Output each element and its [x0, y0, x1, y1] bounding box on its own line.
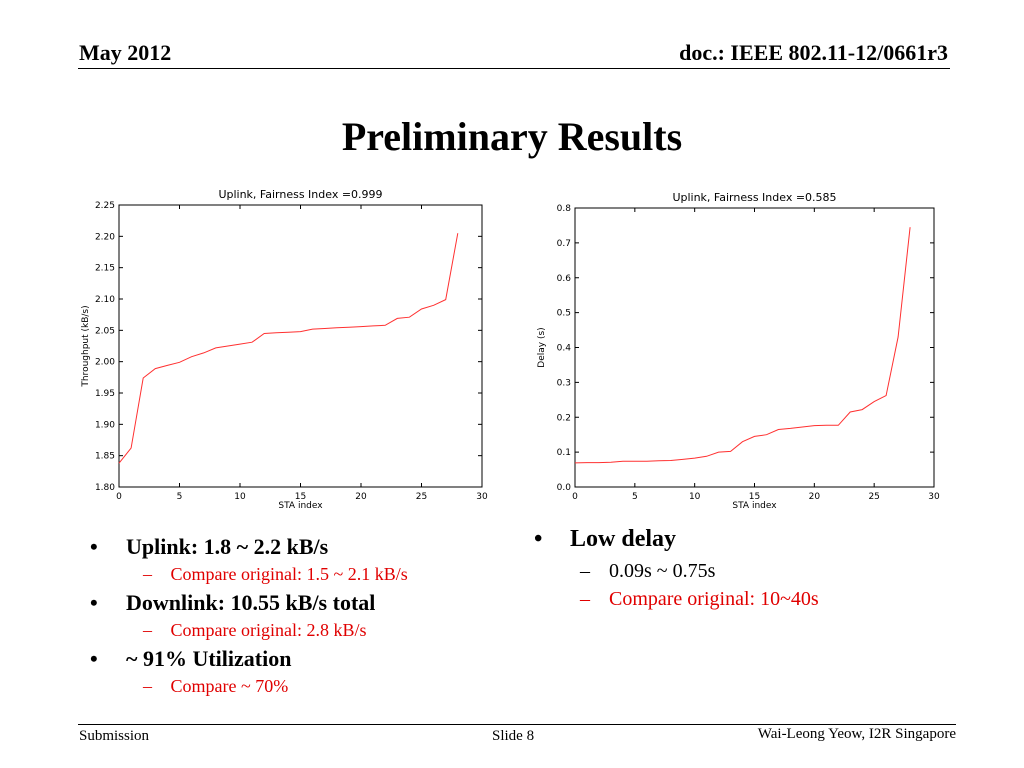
- footer-author: Wai-Leong Yeow, I2R Singapore: [757, 726, 956, 742]
- delay-y-tick-label: 0.7: [557, 239, 571, 249]
- bullet-low-delay-text: Low delay: [570, 526, 677, 552]
- delay-y-tick-label: 0.8: [557, 204, 572, 214]
- bullet-utilization-text: ~ 91% Utilization: [126, 646, 292, 671]
- delay-y-tick-label: 0.4: [557, 344, 572, 354]
- footer-rule: [78, 724, 956, 725]
- delay-x-tick-label: 30: [928, 492, 940, 502]
- dash-symbol: –: [143, 676, 152, 696]
- delay-y-tick-label: 0.1: [557, 448, 571, 458]
- throughput-x-tick-label: 20: [355, 492, 367, 502]
- delay-plot-frame: [574, 207, 935, 488]
- header-date: May 2012: [79, 40, 172, 65]
- throughput-y-tick-label: 2.10: [95, 295, 115, 305]
- sub-delay-compare-text: Compare original: 10~40s: [609, 588, 819, 610]
- delay-x-tick-label: 10: [689, 492, 701, 502]
- footer-slide-number: Slide 8: [492, 728, 535, 744]
- throughput-x-tick-label: 30: [476, 492, 488, 502]
- sub-utilization: – Compare ~ 70%: [143, 676, 288, 697]
- delay-series-line: [574, 227, 911, 464]
- sub-utilization-text: Compare ~ 70%: [170, 676, 289, 696]
- throughput-plot-frame: [118, 204, 483, 488]
- delay-x-tick-label: 15: [749, 492, 760, 502]
- throughput-x-axis-label: STA index: [278, 501, 323, 511]
- dash-symbol: –: [580, 588, 590, 610]
- throughput-x-tick-label: 15: [295, 492, 306, 502]
- throughput-y-tick-label: 1.80: [95, 483, 115, 493]
- footer-submission: Submission: [79, 728, 150, 744]
- bullet-symbol: •: [90, 590, 98, 615]
- delay-y-tick-label: 0.0: [557, 483, 572, 493]
- delay-y-tick-label: 0.6: [557, 274, 572, 284]
- delay-y-tick-label: 0.2: [557, 413, 571, 423]
- bullet-symbol: •: [90, 534, 98, 559]
- delay-y-tick-label: 0.3: [557, 378, 571, 388]
- throughput-y-tick-label: 2.15: [95, 264, 115, 274]
- delay-x-tick-label: 0: [572, 492, 578, 502]
- delay-x-tick-label: 20: [809, 492, 821, 502]
- throughput-y-tick-label: 2.25: [95, 201, 115, 211]
- sub-uplink: – Compare original: 1.5 ~ 2.1 kB/s: [143, 564, 408, 585]
- throughput-y-tick-label: 2.20: [95, 232, 115, 242]
- delay-x-axis-label: STA index: [732, 501, 777, 511]
- throughput-y-axis-label: Throughput (kB/s): [81, 305, 91, 387]
- delay-x-tick-label: 25: [868, 492, 879, 502]
- throughput-y-tick-label: 2.05: [95, 326, 115, 336]
- throughput-y-tick-label: 1.85: [95, 452, 115, 462]
- slide-title: Preliminary Results: [341, 114, 683, 159]
- throughput-x-tick-label: 10: [234, 492, 246, 502]
- throughput-chart-title: Uplink, Fairness Index =0.999: [218, 188, 382, 201]
- delay-y-tick-label: 0.5: [557, 309, 571, 319]
- sub-delay-compare: – Compare original: 10~40s: [580, 588, 819, 611]
- header-rule: [78, 68, 950, 69]
- throughput-x-tick-label: 5: [177, 492, 183, 502]
- dash-symbol: –: [580, 560, 590, 582]
- bullet-symbol: •: [534, 526, 543, 552]
- throughput-y-tick-label: 1.90: [95, 420, 115, 430]
- sub-delay-range: – 0.09s ~ 0.75s: [580, 560, 715, 583]
- throughput-series-line: [118, 233, 459, 464]
- throughput-y-tick-label: 1.95: [95, 389, 115, 399]
- throughput-x-tick-label: 25: [416, 492, 427, 502]
- sub-delay-range-text: 0.09s ~ 0.75s: [609, 560, 716, 582]
- throughput-x-tick-label: 0: [116, 492, 122, 502]
- delay-x-tick-label: 5: [632, 492, 638, 502]
- delay-chart-title: Uplink, Fairness Index =0.585: [672, 191, 836, 204]
- bullet-uplink-text: Uplink: 1.8 ~ 2.2 kB/s: [126, 534, 329, 559]
- header-doc-id: doc.: IEEE 802.11-12/0661r3: [679, 40, 948, 65]
- sub-downlink: – Compare original: 2.8 kB/s: [143, 620, 366, 641]
- bullet-symbol: •: [90, 646, 98, 671]
- dash-symbol: –: [143, 564, 152, 584]
- sub-downlink-text: Compare original: 2.8 kB/s: [170, 620, 367, 640]
- dash-symbol: –: [143, 620, 152, 640]
- bullet-downlink-text: Downlink: 10.55 kB/s total: [126, 590, 376, 615]
- sub-uplink-text: Compare original: 1.5 ~ 2.1 kB/s: [170, 564, 408, 584]
- delay-y-axis-label: Delay (s): [537, 327, 547, 367]
- throughput-y-tick-label: 2.00: [95, 358, 115, 368]
